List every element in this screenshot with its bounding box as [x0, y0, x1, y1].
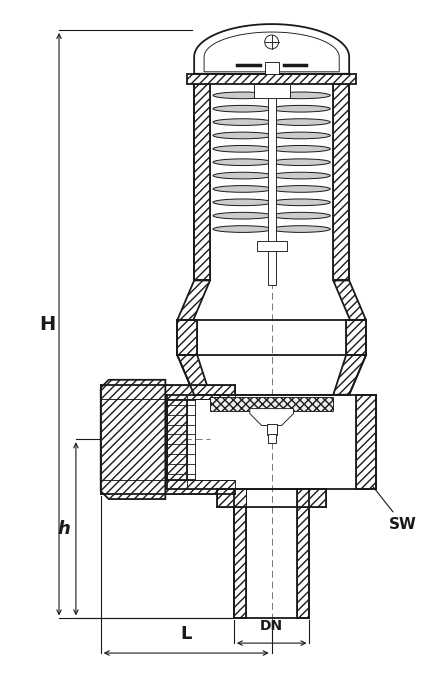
Text: H: H	[39, 315, 55, 334]
Ellipse shape	[213, 186, 272, 192]
Ellipse shape	[271, 172, 330, 179]
Polygon shape	[194, 84, 210, 281]
Bar	[265, 62, 279, 74]
Ellipse shape	[213, 106, 272, 112]
Ellipse shape	[271, 146, 330, 152]
Ellipse shape	[271, 225, 330, 232]
Ellipse shape	[213, 159, 272, 165]
Polygon shape	[167, 395, 187, 489]
Polygon shape	[101, 385, 235, 399]
Polygon shape	[356, 395, 376, 489]
Ellipse shape	[213, 212, 272, 219]
Polygon shape	[333, 355, 366, 395]
Bar	[254, 84, 290, 97]
Polygon shape	[297, 489, 310, 618]
Polygon shape	[346, 320, 366, 355]
Polygon shape	[204, 32, 339, 72]
Ellipse shape	[213, 146, 272, 152]
Text: SW: SW	[373, 486, 417, 532]
Bar	[187, 74, 356, 84]
Polygon shape	[333, 84, 349, 281]
Polygon shape	[297, 489, 326, 507]
Ellipse shape	[271, 212, 330, 219]
Bar	[268, 435, 276, 443]
Ellipse shape	[213, 119, 272, 125]
Text: L: L	[181, 625, 192, 643]
Bar	[268, 84, 276, 286]
Bar	[210, 397, 333, 411]
Polygon shape	[177, 281, 210, 320]
Polygon shape	[101, 480, 235, 494]
Ellipse shape	[271, 132, 330, 139]
Bar	[257, 241, 286, 251]
Ellipse shape	[271, 199, 330, 206]
Ellipse shape	[213, 225, 272, 232]
Ellipse shape	[271, 92, 330, 99]
Bar	[267, 424, 276, 435]
Ellipse shape	[271, 106, 330, 112]
Polygon shape	[234, 489, 246, 618]
Ellipse shape	[271, 186, 330, 192]
Text: DN: DN	[260, 620, 283, 634]
Polygon shape	[177, 355, 210, 395]
Ellipse shape	[213, 132, 272, 139]
Polygon shape	[217, 489, 246, 507]
Polygon shape	[177, 320, 197, 355]
Ellipse shape	[271, 159, 330, 165]
Ellipse shape	[213, 199, 272, 206]
Polygon shape	[250, 409, 293, 426]
Text: h: h	[58, 520, 71, 538]
Polygon shape	[101, 380, 165, 499]
Ellipse shape	[271, 119, 330, 125]
Polygon shape	[333, 281, 366, 320]
Ellipse shape	[213, 172, 272, 179]
Ellipse shape	[213, 92, 272, 99]
Polygon shape	[194, 24, 349, 74]
